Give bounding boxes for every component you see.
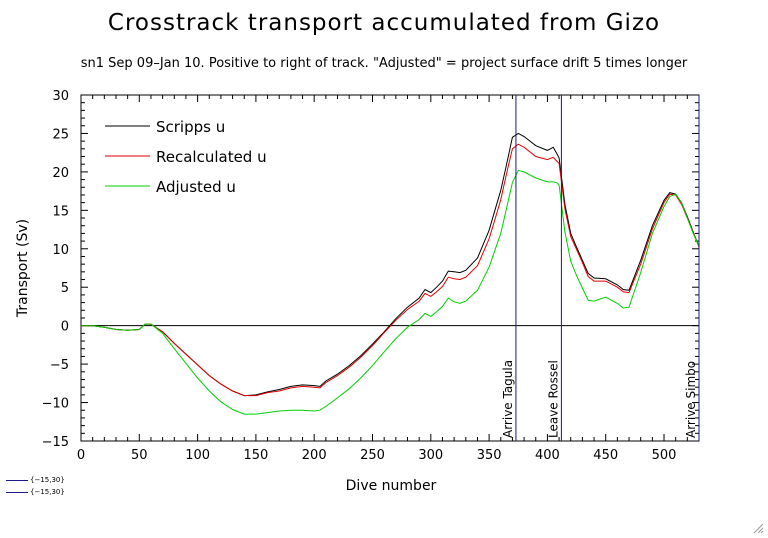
x-tick-label: 400 [535,448,560,463]
legend-label: Recalculated u [156,148,267,166]
y-tick-label: −5 [50,358,69,373]
footnote-text: {−15,30} [30,476,65,484]
series-line-scripps-u [81,132,700,397]
chart-title: Crosstrack transport accumulated from Gi… [107,10,661,36]
marker-lines-group: Arrive Tagula Leave Rossel Arrive Simbo [501,95,700,441]
x-tick-label: 450 [593,448,618,463]
x-tick-label: 300 [418,448,443,463]
plot-frame [80,94,700,442]
y-tick-label: 20 [52,166,69,181]
y-tick-label: −15 [42,435,69,450]
axes-group: 0 50 100 150 200 250 300 350 400 450 500 −15 −10 −5 0 5… [42,89,700,463]
x-tick-label: 50 [131,448,148,463]
footnote-text: {−15,30} [30,488,65,496]
x-tick-label: 500 [652,448,677,463]
legend-label: Scripps u [156,118,225,136]
series-line-recalculated-u [81,143,700,397]
y-tick-label: 15 [52,204,69,219]
legend: Scripps u Recalculated u Adjusted u [105,118,267,196]
y-tick-label: 30 [52,89,69,104]
x-tick-label: 100 [185,448,210,463]
resize-grip-icon[interactable] [752,522,764,534]
x-tick-label: 150 [243,448,268,463]
footnote-line-swatch [6,491,28,493]
x-tick-label: 350 [477,448,502,463]
y-tick-label: 5 [61,281,69,296]
x-tick-label: 200 [302,448,327,463]
legend-label: Adjusted u [156,178,236,196]
footnote-line-swatch [6,479,28,481]
footnote: {−15,30} {−15,30} [6,474,65,498]
chart-subtitle: sn1 Sep 09–Jan 10. Positive to right of … [80,56,688,71]
y-tick-label: 0 [61,320,69,335]
marker-label: Leave Rossel [546,360,560,438]
series-group [81,132,700,415]
y-axis-label: Transport (Sv) [15,219,31,318]
y-tick-label: 25 [52,127,69,142]
x-tick-label: 0 [77,448,85,463]
footnote-row-2: {−15,30} [6,486,65,498]
series-line-adjusted-u [81,169,700,415]
y-tick-label: 10 [52,243,69,258]
footnote-row-1: {−15,30} [6,474,65,486]
marker-label: Arrive Simbo [684,361,698,438]
x-axis-label: Dive number [346,478,437,494]
y-tick-label: −10 [42,397,69,412]
marker-label: Arrive Tagula [501,360,515,438]
x-tick-label: 250 [360,448,385,463]
